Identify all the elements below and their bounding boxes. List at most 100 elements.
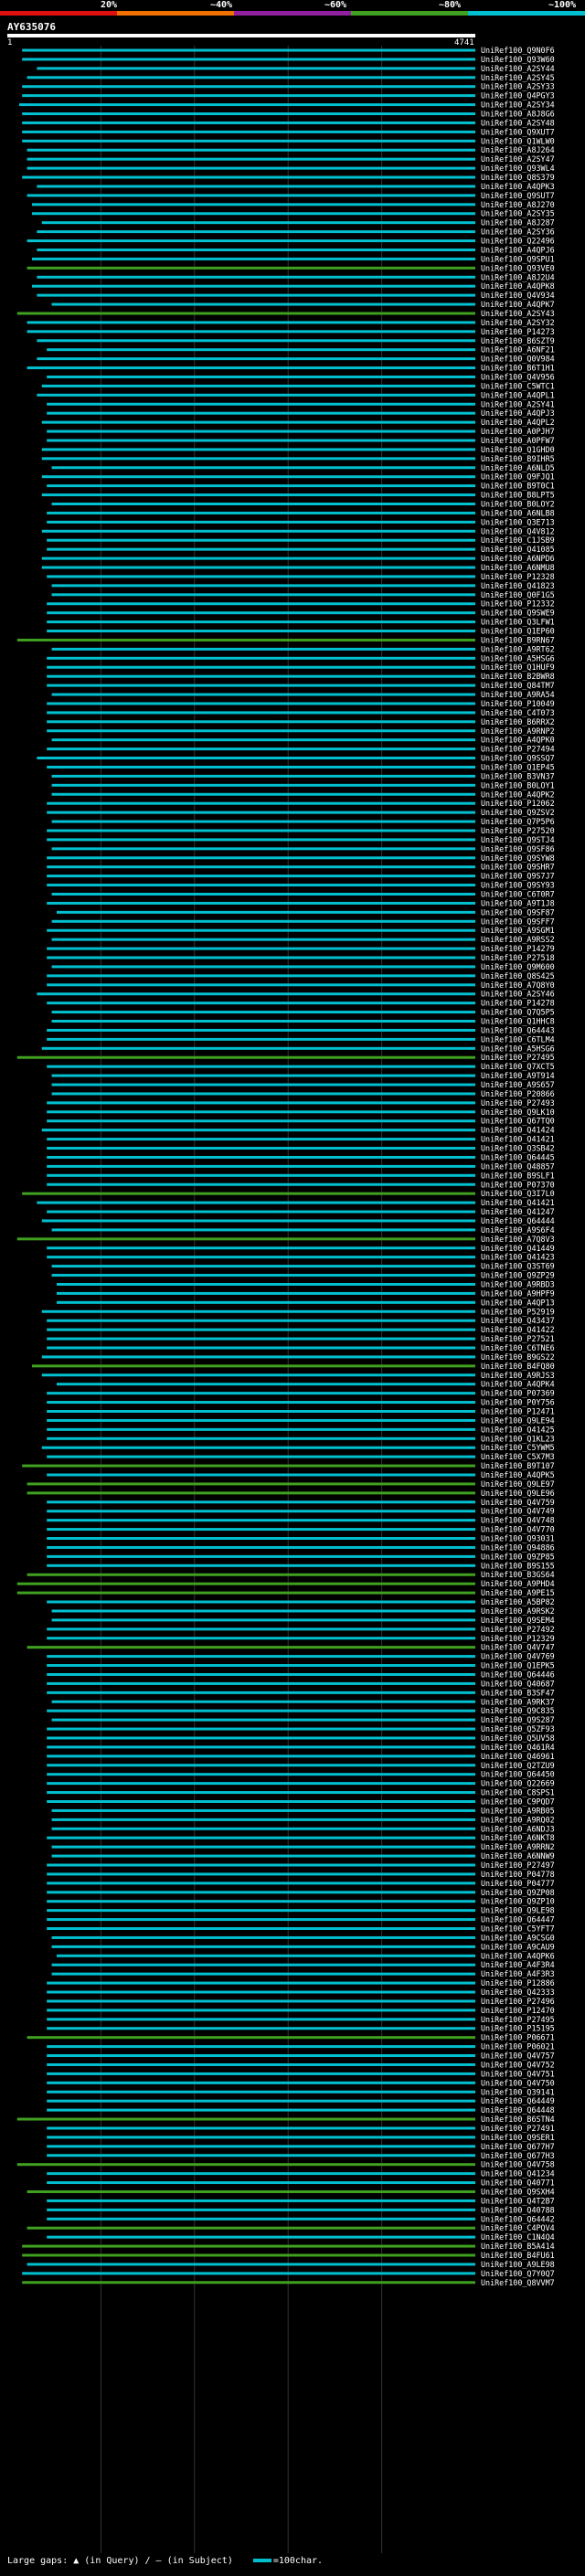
- hit-bar[interactable]: [47, 1037, 476, 1041]
- hit-label[interactable]: UniRef100_Q41085: [481, 545, 555, 554]
- hit-bar[interactable]: [31, 203, 475, 207]
- hit-label[interactable]: UniRef100_B2BWR8: [481, 672, 555, 681]
- hit-bar[interactable]: [47, 348, 476, 352]
- hit-label[interactable]: UniRef100_Q9SF87: [481, 907, 555, 917]
- hit-bar[interactable]: [51, 593, 475, 597]
- hit-label[interactable]: UniRef100_Q9ZP08: [481, 1888, 555, 1897]
- hit-label[interactable]: UniRef100_A4QPK4: [481, 1380, 555, 1389]
- hit-bar[interactable]: [27, 76, 476, 80]
- hit-label[interactable]: UniRef100_C1N4Q4: [481, 2232, 555, 2242]
- hit-bar[interactable]: [16, 638, 476, 641]
- hit-bar[interactable]: [51, 892, 475, 896]
- hit-bar[interactable]: [22, 112, 475, 116]
- hit-bar[interactable]: [51, 820, 475, 823]
- hit-bar[interactable]: [47, 1138, 476, 1141]
- hit-bar[interactable]: [47, 1545, 476, 1549]
- hit-bar[interactable]: [16, 1237, 476, 1241]
- hit-bar[interactable]: [47, 1882, 476, 1885]
- hit-label[interactable]: UniRef100_P27518: [481, 953, 555, 962]
- hit-label[interactable]: UniRef100_A8J8G6: [481, 110, 555, 119]
- hit-bar[interactable]: [47, 856, 476, 860]
- hit-label[interactable]: UniRef100_Q9M600: [481, 962, 555, 971]
- hit-bar[interactable]: [47, 1210, 476, 1214]
- hit-bar[interactable]: [47, 602, 476, 606]
- hit-bar[interactable]: [47, 1709, 476, 1712]
- hit-label[interactable]: UniRef100_A2SY36: [481, 228, 555, 237]
- hit-bar[interactable]: [47, 1554, 476, 1558]
- hit-label[interactable]: UniRef100_Q4V749: [481, 1507, 555, 1516]
- hit-label[interactable]: UniRef100_P07370: [481, 1180, 555, 1189]
- hit-bar[interactable]: [16, 2117, 476, 2121]
- hit-bar[interactable]: [47, 2072, 476, 2075]
- hit-label[interactable]: UniRef100_Q41823: [481, 581, 555, 590]
- hit-label[interactable]: UniRef100_A9CAU9: [481, 1942, 555, 1951]
- hit-label[interactable]: UniRef100_C5WTC1: [481, 381, 555, 390]
- hit-label[interactable]: UniRef100_Q8VVM7: [481, 2278, 555, 2287]
- hit-bar[interactable]: [47, 1691, 476, 1694]
- hit-bar[interactable]: [47, 2054, 476, 2058]
- hit-label[interactable]: UniRef100_Q7P5P6: [481, 817, 555, 826]
- hit-label[interactable]: UniRef100_Q1EP45: [481, 762, 555, 771]
- hit-label[interactable]: UniRef100_Q93W60: [481, 55, 555, 64]
- hit-label[interactable]: UniRef100_A6NDJ3: [481, 1824, 555, 1833]
- hit-label[interactable]: UniRef100_Q41421: [481, 1135, 555, 1144]
- hit-bar[interactable]: [47, 1410, 476, 1413]
- hit-label[interactable]: UniRef100_A9PHD4: [481, 1579, 555, 1588]
- hit-bar[interactable]: [47, 1909, 476, 1913]
- hit-bar[interactable]: [37, 357, 476, 361]
- hit-bar[interactable]: [37, 992, 476, 996]
- hit-label[interactable]: UniRef100_C6TLM4: [481, 1034, 555, 1044]
- hit-bar[interactable]: [27, 2263, 476, 2266]
- hit-bar[interactable]: [41, 457, 475, 461]
- hit-label[interactable]: UniRef100_A9SGM1: [481, 926, 555, 935]
- hit-bar[interactable]: [22, 130, 475, 133]
- hit-bar[interactable]: [51, 1718, 475, 1722]
- hit-bar[interactable]: [16, 312, 476, 315]
- hit-bar[interactable]: [51, 1700, 475, 1703]
- hit-label[interactable]: UniRef100_A2SY41: [481, 399, 555, 408]
- hit-label[interactable]: UniRef100_Q93031: [481, 1534, 555, 1543]
- hit-label[interactable]: UniRef100_A4QPK6: [481, 1951, 555, 1960]
- hit-label[interactable]: UniRef100_A4QPK3: [481, 182, 555, 191]
- hit-bar[interactable]: [47, 702, 476, 705]
- hit-label[interactable]: UniRef100_Q64445: [481, 1152, 555, 1161]
- hit-label[interactable]: UniRef100_A4F3R3: [481, 1969, 555, 1978]
- hit-label[interactable]: UniRef100_P52919: [481, 1307, 555, 1316]
- hit-bar[interactable]: [41, 420, 475, 424]
- hit-label[interactable]: UniRef100_A9RK37: [481, 1697, 555, 1706]
- hit-bar[interactable]: [47, 511, 476, 514]
- hit-label[interactable]: UniRef100_P12886: [481, 1978, 555, 1988]
- hit-label[interactable]: UniRef100_P12328: [481, 572, 555, 581]
- hit-label[interactable]: UniRef100_A9RB05: [481, 1806, 555, 1815]
- hit-label[interactable]: UniRef100_Q0V984: [481, 355, 555, 364]
- hit-bar[interactable]: [47, 974, 476, 978]
- hit-bar[interactable]: [47, 1164, 476, 1168]
- hit-label[interactable]: UniRef100_Q41425: [481, 1425, 555, 1434]
- hit-label[interactable]: UniRef100_A5HSG6: [481, 653, 555, 663]
- hit-bar[interactable]: [47, 983, 476, 987]
- hit-label[interactable]: UniRef100_Q3E713: [481, 517, 555, 526]
- hit-label[interactable]: UniRef100_Q8S425: [481, 971, 555, 981]
- hit-bar[interactable]: [37, 67, 476, 70]
- hit-bar[interactable]: [51, 783, 475, 787]
- hit-bar[interactable]: [47, 811, 476, 814]
- hit-label[interactable]: UniRef100_Q93VE0: [481, 263, 555, 272]
- hit-label[interactable]: UniRef100_A4QPK2: [481, 790, 555, 799]
- hit-bar[interactable]: [37, 185, 476, 188]
- hit-bar[interactable]: [27, 321, 476, 324]
- hit-bar[interactable]: [47, 1346, 476, 1350]
- hit-label[interactable]: UniRef100_C5YWM5: [481, 1443, 555, 1452]
- hit-bar[interactable]: [27, 266, 476, 270]
- hit-bar[interactable]: [51, 1020, 475, 1023]
- hit-label[interactable]: UniRef100_Q9ZSV2: [481, 808, 555, 817]
- hit-label[interactable]: UniRef100_B9S155: [481, 1561, 555, 1570]
- hit-label[interactable]: UniRef100_P27497: [481, 1860, 555, 1870]
- hit-bar[interactable]: [47, 1999, 476, 2003]
- hit-bar[interactable]: [51, 302, 475, 306]
- hit-label[interactable]: UniRef100_Q7XCT5: [481, 1062, 555, 1071]
- hit-label[interactable]: UniRef100_Q9LE96: [481, 1489, 555, 1498]
- hit-label[interactable]: UniRef100_Q9SY93: [481, 881, 555, 890]
- hit-label[interactable]: UniRef100_Q4V769: [481, 1652, 555, 1661]
- hit-label[interactable]: UniRef100_A9RBD3: [481, 1279, 555, 1288]
- hit-bar[interactable]: [47, 1872, 476, 1876]
